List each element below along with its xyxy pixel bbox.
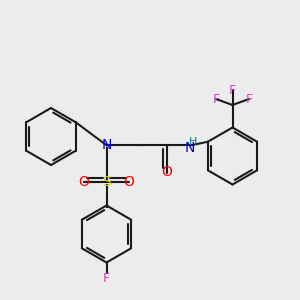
Text: F: F (212, 92, 220, 106)
Text: H: H (189, 137, 197, 147)
Text: O: O (79, 175, 89, 188)
Text: F: F (103, 272, 110, 286)
Text: N: N (185, 141, 195, 155)
Text: O: O (124, 175, 134, 188)
Text: F: F (245, 92, 253, 106)
Text: F: F (229, 83, 236, 97)
Text: N: N (101, 138, 112, 152)
Text: S: S (102, 175, 111, 188)
Text: O: O (161, 166, 172, 179)
